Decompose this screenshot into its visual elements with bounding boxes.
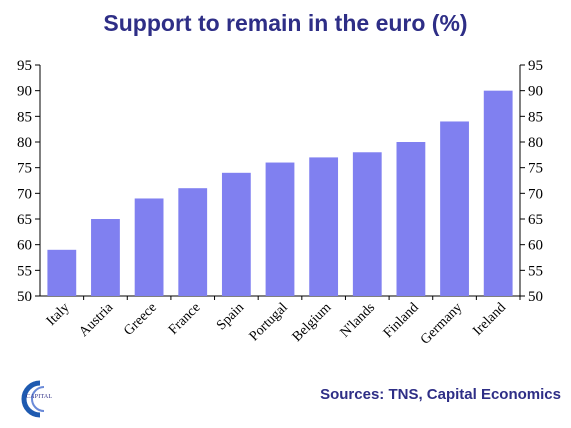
right-tick-label: 75 [528,161,543,177]
bar [178,188,208,296]
logo-text: CAPITAL [26,394,53,400]
bar [134,198,164,296]
bar [396,142,426,296]
bar [265,162,295,296]
category-label: Greece [121,300,160,339]
left-tick-label: 75 [17,161,32,177]
bar [91,219,120,296]
bar [440,121,469,296]
right-tick-label: 80 [528,135,543,151]
bar [47,249,77,296]
left-tick-label: 65 [17,212,32,228]
source-note: Sources: TNS, Capital Economics [320,386,561,403]
left-tick-label: 60 [17,238,32,254]
left-tick-label: 95 [17,58,32,74]
right-tick-label: 70 [528,186,543,202]
right-tick-label: 60 [528,238,543,254]
category-label: Spain [214,300,247,333]
category-label: Ireland [470,300,509,339]
right-tick-label: 55 [528,263,543,279]
left-tick-label: 80 [17,135,32,151]
left-tick-label: 70 [17,186,32,202]
left-tick-label: 85 [17,109,32,125]
bar [352,152,382,296]
bar [221,172,251,296]
right-tick-label: 95 [528,58,543,74]
left-tick-label: 90 [17,84,32,100]
right-tick-label: 90 [528,84,543,100]
right-tick-label: 50 [528,289,543,305]
category-label: N'lands [338,300,378,340]
category-label: France [166,300,204,338]
bar [483,90,513,297]
chart-title: Support to remain in the euro (%) [103,10,468,36]
right-tick-label: 65 [528,212,543,228]
category-label: Finland [381,300,422,341]
capital-economics-logo-icon: CAPITAL [14,377,74,419]
category-label: Germany [418,300,465,347]
left-tick-label: 55 [17,263,32,279]
right-tick-label: 85 [528,109,543,125]
bar [309,157,339,296]
left-tick-label: 50 [17,289,32,305]
category-label: Italy [44,300,73,329]
category-label: Austria [77,300,117,340]
category-label: Belgium [290,300,335,345]
category-label: Portugal [247,300,291,344]
